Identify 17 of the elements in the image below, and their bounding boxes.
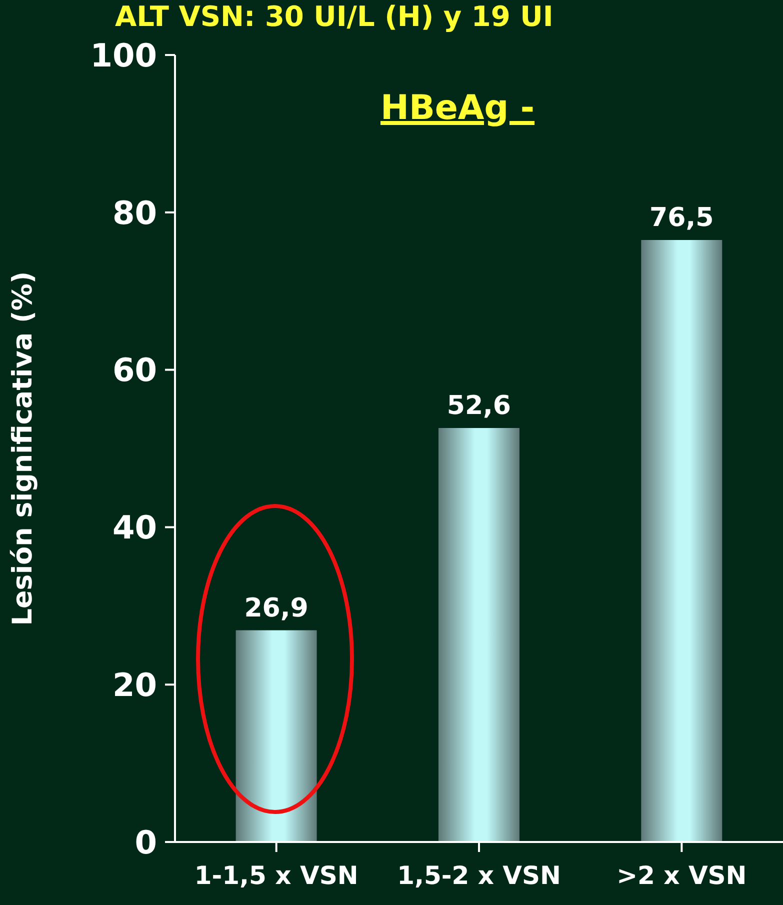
y-tick-label: 100 [90,36,157,74]
text: HBeAg - [380,88,535,128]
y-tick-label: 40 [112,508,157,547]
data-label: 52,6 [446,391,512,422]
bar [438,428,520,842]
y-axis-title: Lesión significativa (%) [8,271,39,626]
x-tick-label: >2 x VSN [616,860,747,890]
data-label: 26,9 [244,593,308,624]
data-label: 76,5 [650,202,714,233]
y-tick-label: 0 [134,823,157,862]
x-tick-label: 1-1,5 x VSN [194,860,358,890]
y-tick-label: 60 [112,351,157,390]
y-tick-label: 20 [112,666,157,704]
bar [641,240,722,842]
y-tick-label: 80 [112,194,157,232]
chart-title: ALT VSN: 30 UI/L (H) y 19 UI [115,0,554,34]
x-tick-label: 1,5-2 x VSN [397,860,561,890]
